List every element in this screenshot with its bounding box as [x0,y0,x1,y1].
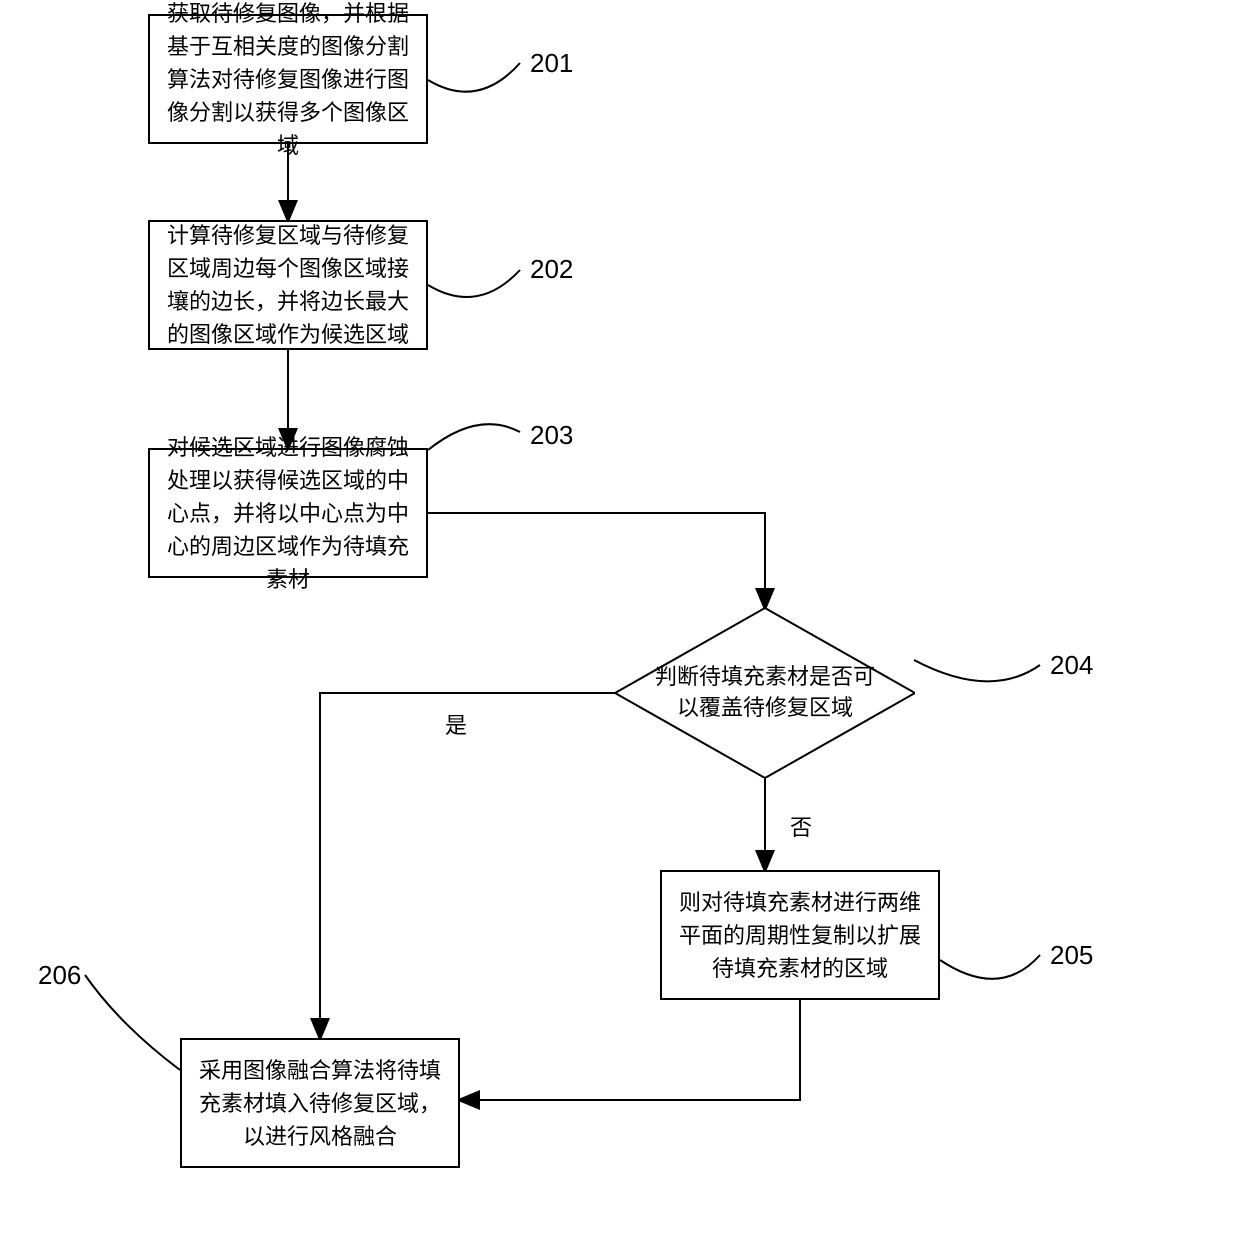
step-202-boundary-length: 计算待修复区域与待修复区域周边每个图像区域接壤的边长，并将边长最大的图像区域作为… [148,220,428,350]
step-204-decision-coverage: 判断待填充素材是否可以覆盖待修复区域 [615,608,915,778]
step-202-text: 计算待修复区域与待修复区域周边每个图像区域接壤的边长，并将边长最大的图像区域作为… [164,219,412,351]
step-202-label: 202 [530,254,573,285]
step-206-label: 206 [38,960,81,991]
step-201-label: 201 [530,48,573,79]
step-203-erosion-center: 对候选区域进行图像腐蚀处理以获得候选区域的中心点，并将以中心点为中心的周边区域作… [148,448,428,578]
step-205-text: 则对待填充素材进行两维平面的周期性复制以扩展待填充素材的区域 [676,886,924,985]
step-206-text: 采用图像融合算法将待填充素材填入待修复区域，以进行风格融合 [196,1054,444,1153]
edge-label-yes: 是 [445,708,467,740]
step-201-text: 获取待修复图像，并根据基于互相关度的图像分割算法对待修复图像进行图像分割以获得多… [164,0,412,162]
edge-label-no: 否 [790,810,812,842]
step-204-label: 204 [1050,650,1093,681]
step-203-label: 203 [530,420,573,451]
step-206-fusion-fill: 采用图像融合算法将待填充素材填入待修复区域，以进行风格融合 [180,1038,460,1168]
step-204-text: 判断待填充素材是否可以覆盖待修复区域 [645,662,885,724]
step-201-image-segmentation: 获取待修复图像，并根据基于互相关度的图像分割算法对待修复图像进行图像分割以获得多… [148,14,428,144]
step-205-label: 205 [1050,940,1093,971]
step-205-periodic-copy: 则对待填充素材进行两维平面的周期性复制以扩展待填充素材的区域 [660,870,940,1000]
step-203-text: 对候选区域进行图像腐蚀处理以获得候选区域的中心点，并将以中心点为中心的周边区域作… [164,431,412,596]
